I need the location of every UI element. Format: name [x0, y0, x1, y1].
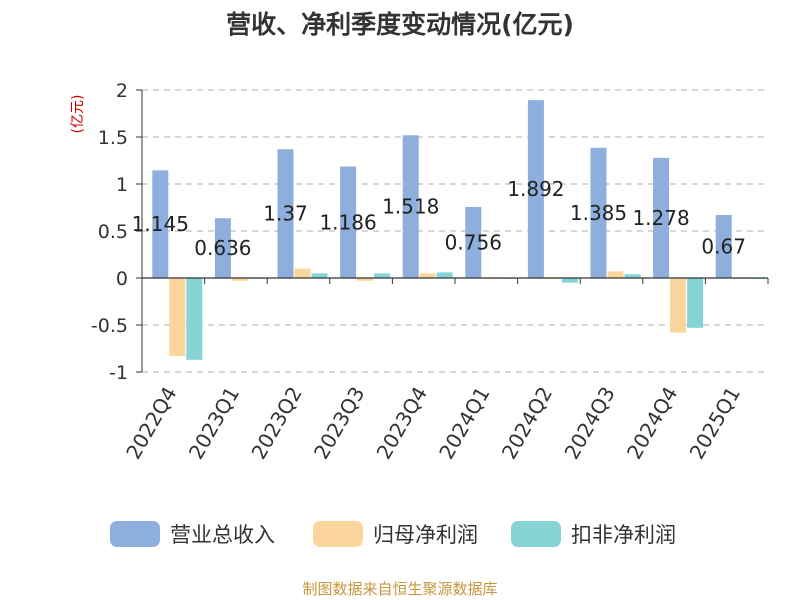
bar-revenue: [465, 206, 482, 278]
data-label: 1.518: [382, 195, 439, 219]
bar-revenue: [527, 100, 544, 278]
data-label: 1.385: [570, 201, 627, 225]
bar-deducted-net-profit: [624, 274, 641, 278]
bar-deducted-net-profit: [687, 278, 704, 328]
data-label: 0.756: [445, 230, 502, 254]
data-label: 0.636: [194, 236, 251, 260]
bar-revenue: [402, 135, 419, 278]
bar-net-profit: [169, 278, 186, 357]
y-tick-label: 2: [116, 80, 128, 102]
y-tick-label: -1: [109, 362, 128, 384]
bar-net-profit: [294, 268, 311, 278]
bar-net-profit: [670, 278, 687, 333]
bar-net-profit: [419, 273, 436, 278]
data-label: 1.892: [507, 177, 564, 201]
bar-deducted-net-profit: [436, 272, 453, 278]
y-axis-unit-label: (亿元): [70, 95, 86, 134]
data-label: 1.186: [319, 210, 376, 234]
bar-revenue: [340, 166, 357, 278]
y-tick-label: 0: [116, 268, 128, 290]
source-note: 制图数据来自恒生聚源数据库: [302, 580, 497, 598]
bar-revenue: [277, 149, 294, 278]
y-tick-label: -0.5: [91, 315, 128, 337]
legend-label: 营业总收入: [170, 523, 275, 547]
x-tick-label: 2024Q2: [497, 383, 557, 464]
chart-title: 营收、净利季度变动情况(亿元): [226, 10, 574, 39]
x-tick-label: 2024Q4: [622, 383, 682, 464]
data-label: 1.278: [632, 206, 689, 230]
y-tick-label: 1.5: [98, 127, 128, 149]
x-tick-label: 2024Q3: [559, 383, 619, 464]
legend-swatch: [511, 521, 561, 547]
bar-revenue: [590, 147, 607, 278]
bar-deducted-net-profit: [311, 273, 328, 278]
bar-deducted-net-profit: [561, 278, 578, 283]
bar-revenue: [214, 218, 231, 278]
data-label: 1.37: [263, 202, 308, 226]
y-tick-label: 1: [116, 174, 128, 196]
bar-revenue: [653, 157, 670, 278]
x-tick-label: 2023Q4: [372, 383, 432, 464]
legend-label: 归母净利润: [373, 523, 478, 547]
bar-revenue: [152, 170, 169, 278]
data-label: 1.145: [132, 212, 189, 236]
bar-net-profit: [231, 278, 248, 281]
legend-swatch: [110, 521, 160, 547]
bar-revenue: [715, 215, 732, 278]
x-tick-label: 2024Q1: [434, 383, 494, 464]
bar-deducted-net-profit: [374, 273, 391, 278]
y-tick-label: 0.5: [98, 221, 128, 243]
legend-swatch: [313, 521, 363, 547]
bar-net-profit: [607, 271, 624, 278]
x-tick-label: 2023Q3: [309, 383, 369, 464]
x-tick-label: 2022Q4: [121, 383, 181, 464]
bar-net-profit: [357, 278, 374, 281]
data-label: 0.67: [701, 235, 746, 259]
legend-label: 扣非净利润: [571, 523, 676, 547]
x-tick-label: 2025Q1: [685, 383, 745, 464]
bar-deducted-net-profit: [186, 278, 203, 360]
x-tick-label: 2023Q1: [184, 383, 244, 464]
x-tick-label: 2023Q2: [246, 383, 306, 464]
